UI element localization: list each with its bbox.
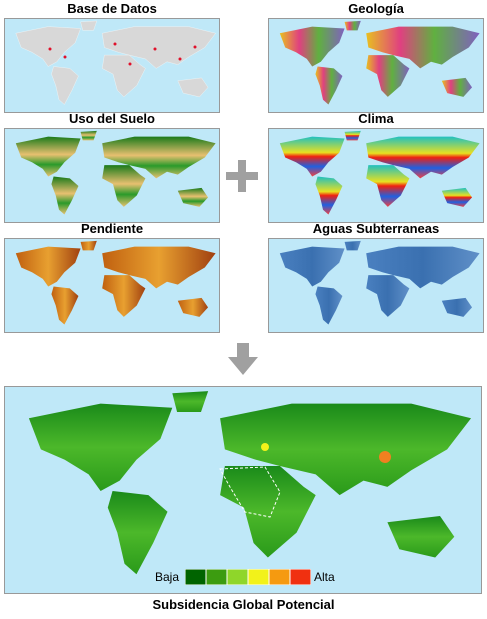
map-panel <box>4 238 220 333</box>
panel-title: Pendiente <box>80 221 144 236</box>
panel-title: Aguas Subterraneas <box>312 221 440 236</box>
panel-title: Uso del Suelo <box>69 111 155 126</box>
plus-icon <box>226 160 258 192</box>
legend-swatch <box>205 569 228 585</box>
legend-swatch <box>289 569 311 585</box>
map-panel <box>4 18 220 113</box>
legend-swatch <box>268 569 291 585</box>
legend-scale <box>185 569 311 585</box>
legend-swatch <box>185 569 207 585</box>
caption: Subsidencia Global Potencial <box>152 597 335 612</box>
panel-title: Base de Datos <box>67 1 157 16</box>
main-map <box>4 386 482 594</box>
legend-swatch <box>226 569 249 585</box>
legend-low: Baja <box>155 570 180 584</box>
panel-title: Clima <box>358 111 394 126</box>
arrow-icon <box>228 343 258 375</box>
legend-high: Alta <box>314 570 335 584</box>
map-panel <box>268 128 484 223</box>
map-panel <box>268 18 484 113</box>
panel-title: Geología <box>348 1 404 16</box>
legend-swatch <box>247 569 270 585</box>
map-panel <box>4 128 220 223</box>
map-panel <box>268 238 484 333</box>
